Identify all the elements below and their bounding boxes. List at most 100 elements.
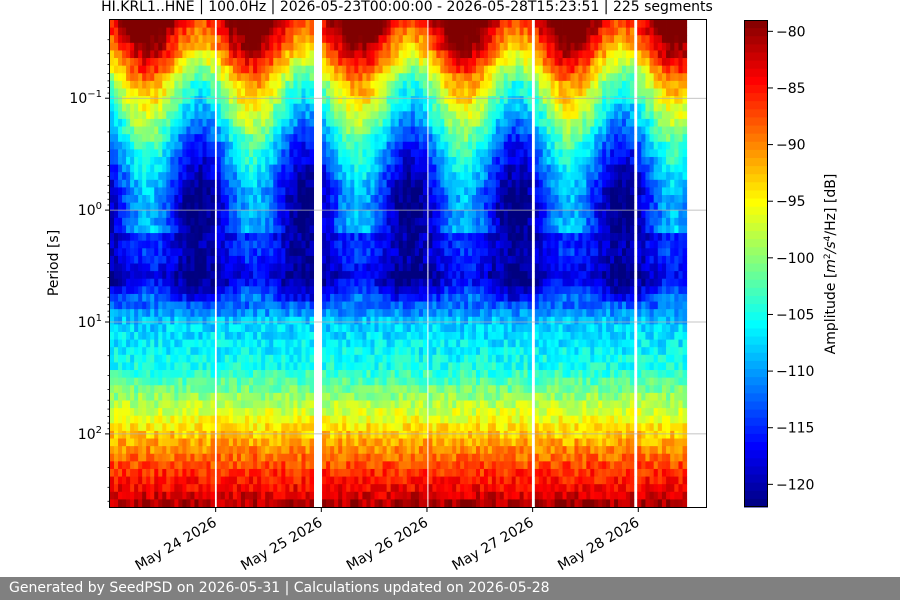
- heatmap-cell: [261, 20, 266, 29]
- heatmap-cell: [126, 118, 131, 127]
- heatmap-cell: [293, 103, 298, 112]
- heatmap-cell: [224, 141, 230, 150]
- heatmap-cell: [138, 392, 143, 401]
- heatmap-cell: [378, 263, 383, 272]
- heatmap-cell: [170, 164, 175, 173]
- heatmap-cell: [422, 499, 428, 508]
- heatmap-cell: [186, 187, 191, 196]
- heatmap-cell: [269, 111, 274, 120]
- heatmap-cell: [281, 278, 286, 287]
- heatmap-cell: [277, 217, 282, 226]
- heatmap-cell: [224, 476, 230, 485]
- heatmap-cell: [216, 20, 222, 29]
- heatmap-cell: [224, 377, 230, 386]
- heatmap-cell: [281, 446, 286, 455]
- heatmap-cell: [198, 156, 203, 165]
- heatmap-cell: [326, 195, 331, 204]
- heatmap-cell: [236, 202, 242, 211]
- heatmap-cell: [277, 468, 282, 477]
- heatmap-cell: [432, 103, 437, 112]
- heatmap-cell: [269, 423, 274, 432]
- heatmap-cell: [418, 240, 424, 249]
- heatmap-cell: [281, 309, 286, 318]
- heatmap-cell: [386, 324, 392, 333]
- heatmap-cell: [354, 65, 359, 74]
- heatmap-cell: [362, 80, 367, 89]
- heatmap-cell: [281, 187, 286, 196]
- heatmap-cell: [342, 255, 347, 264]
- heatmap-cell: [154, 438, 159, 447]
- heatmap-cell: [269, 392, 274, 401]
- heatmap-cell: [410, 309, 416, 318]
- heatmap-cell: [301, 271, 306, 280]
- heatmap-cell: [362, 134, 367, 143]
- heatmap-cell: [346, 446, 351, 455]
- heatmap-cell: [134, 248, 139, 257]
- heatmap-cell: [122, 491, 127, 500]
- heatmap-cell: [210, 446, 215, 455]
- heatmap-cell: [249, 42, 254, 51]
- heatmap-cell: [249, 392, 254, 401]
- heatmap-cell: [138, 225, 143, 234]
- heatmap-cell: [301, 164, 306, 173]
- heatmap-cell: [265, 263, 270, 272]
- heatmap-cell: [182, 20, 187, 29]
- heatmap-cell: [220, 88, 226, 97]
- heatmap-cell: [138, 233, 143, 242]
- heatmap-cell: [142, 392, 147, 401]
- heatmap-cell: [232, 27, 238, 36]
- heatmap-cell: [220, 156, 226, 165]
- heatmap-cell: [428, 126, 433, 135]
- heatmap-cell: [326, 88, 331, 97]
- heatmap-cell: [342, 233, 347, 242]
- heatmap-cell: [150, 293, 155, 302]
- heatmap-cell: [232, 233, 238, 242]
- heatmap-cell: [182, 156, 187, 165]
- heatmap-cell: [378, 96, 383, 105]
- heatmap-cell: [228, 179, 234, 188]
- heatmap-cell: [253, 392, 258, 401]
- heatmap-cell: [269, 453, 274, 462]
- heatmap-cell: [253, 461, 258, 470]
- heatmap-cell: [220, 179, 226, 188]
- heatmap-cell: [122, 27, 127, 36]
- heatmap-cell: [236, 491, 242, 500]
- heatmap-cell: [186, 134, 191, 143]
- heatmap-cell: [220, 202, 226, 211]
- heatmap-cell: [220, 141, 226, 150]
- heatmap-cell: [330, 35, 335, 44]
- heatmap-cell: [305, 491, 310, 500]
- heatmap-cell: [285, 240, 290, 249]
- heatmap-cell: [378, 476, 383, 485]
- heatmap-cell: [432, 88, 437, 97]
- heatmap-cell: [228, 20, 234, 29]
- heatmap-cell: [166, 415, 171, 424]
- heatmap-cell: [150, 164, 155, 173]
- heatmap-cell: [245, 225, 250, 234]
- heatmap-cell: [301, 88, 306, 97]
- heatmap-cell: [422, 408, 428, 417]
- heatmap-cell: [334, 103, 339, 112]
- heatmap-cell: [301, 446, 306, 455]
- heatmap-cell: [206, 111, 211, 120]
- heatmap-cell: [273, 195, 278, 204]
- heatmap-cell: [273, 134, 278, 143]
- heatmap-cell: [126, 293, 131, 302]
- heatmap-cell: [390, 468, 396, 477]
- heatmap-cell: [110, 331, 115, 340]
- heatmap-cell: [428, 301, 433, 310]
- heatmap-cell: [146, 187, 151, 196]
- heatmap-cell: [410, 385, 416, 394]
- heatmap-cell: [257, 461, 262, 470]
- heatmap-cell: [206, 286, 211, 295]
- heatmap-cell: [422, 118, 428, 127]
- heatmap-cell: [182, 255, 187, 264]
- heatmap-cell: [228, 468, 234, 477]
- heatmap-cell: [257, 58, 262, 67]
- heatmap-cell: [322, 293, 327, 302]
- heatmap-cell: [224, 301, 230, 310]
- heatmap-cell: [198, 35, 203, 44]
- heatmap-cell: [309, 20, 315, 29]
- heatmap-cell: [228, 80, 234, 89]
- heatmap-cell: [390, 27, 396, 36]
